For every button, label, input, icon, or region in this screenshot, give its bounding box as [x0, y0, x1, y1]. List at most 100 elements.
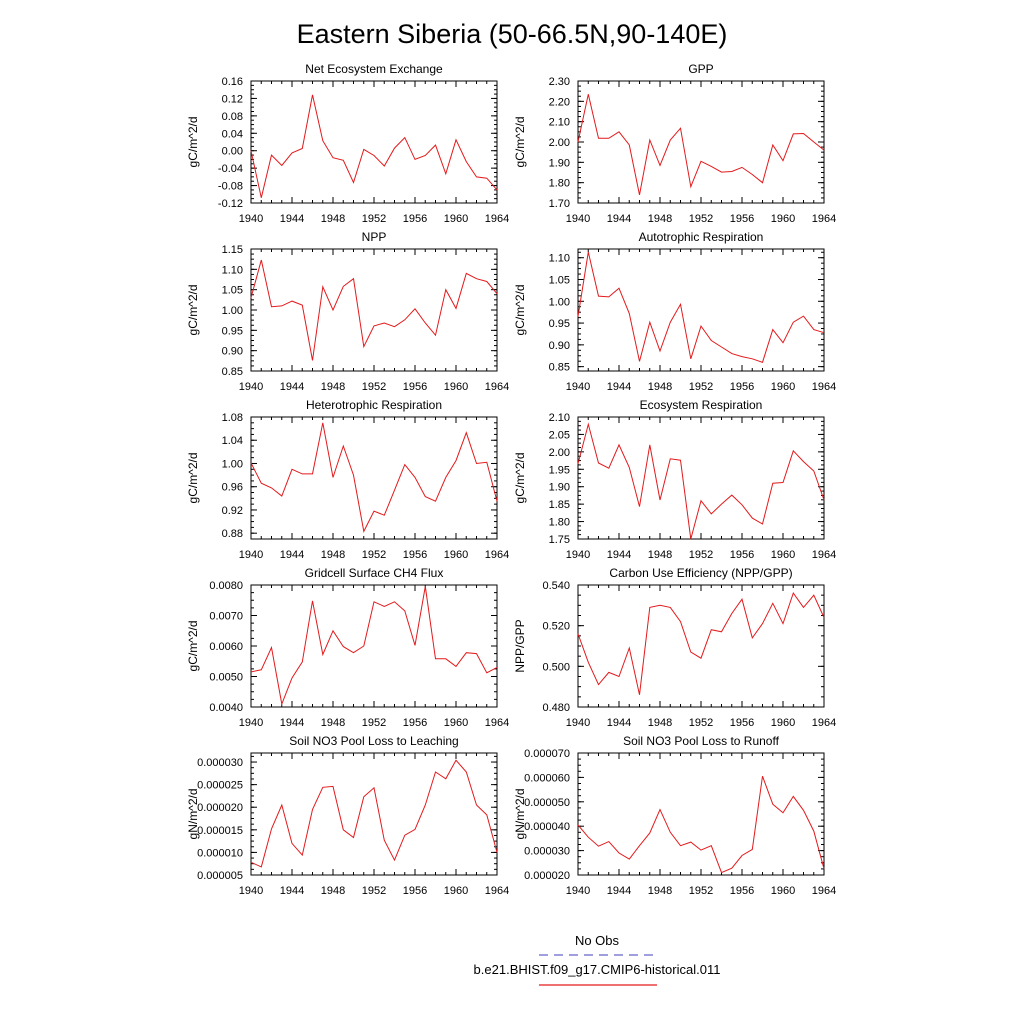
y-tick-label: 2.00: [549, 137, 570, 149]
y-tick-label: 1.95: [549, 464, 570, 476]
x-tick-label: 1940: [239, 885, 263, 897]
y-tick-label: 0.000015: [197, 825, 243, 837]
y-tick-label: 0.90: [549, 340, 570, 352]
y-tick-label: 0.000020: [197, 802, 243, 814]
y-tick-label: 0.000010: [197, 847, 243, 859]
x-tick-label: 1948: [321, 381, 345, 393]
x-tick-label: 1964: [485, 381, 509, 393]
x-tick-label: 1940: [566, 381, 590, 393]
series-line: [577, 592, 825, 695]
y-tick-label: 2.10: [549, 412, 570, 424]
y-tick-label: 0.000030: [524, 846, 570, 858]
y-tick-label: 0.95: [549, 318, 570, 330]
y-tick-label: 0.0050: [209, 672, 243, 684]
x-tick-label: 1956: [403, 213, 427, 225]
x-tick-label: 1960: [444, 213, 468, 225]
y-tick-label: 1.08: [222, 412, 243, 424]
x-tick-label: 1944: [607, 213, 631, 225]
x-tick-label: 1964: [812, 213, 836, 225]
x-tick-label: 1952: [362, 717, 386, 729]
chart-title: Ecosystem Respiration: [640, 398, 763, 412]
x-tick-label: 1956: [403, 381, 427, 393]
plot-frame: [250, 80, 498, 204]
chart-carbon-use-efficiency-npp-gpp: Carbon Use Efficiency (NPP/GPP) NPP/GPP 19…: [513, 566, 836, 729]
y-tick-label: 1.80: [549, 178, 570, 190]
y-tick-label: 0.000070: [524, 748, 570, 760]
y-tick-label: 0.0040: [209, 702, 243, 714]
y-tick-label: 0.0060: [209, 641, 243, 653]
y-tick-label: 2.30: [549, 76, 570, 88]
y-tick-label: 1.15: [222, 244, 243, 256]
x-tick-label: 1948: [321, 885, 345, 897]
y-axis-label: gC/m^2/d: [186, 621, 200, 672]
y-axis-label: gN/m^2/d: [186, 789, 200, 840]
x-tick-label: 1940: [239, 213, 263, 225]
x-tick-label: 1956: [730, 885, 754, 897]
chart-heterotrophic-respiration: Heterotrophic Respiration gC/m^2/d 1940 194…: [186, 398, 509, 561]
y-tick-label: 0.00: [222, 146, 243, 158]
chart-title: Soil NO3 Pool Loss to Runoff: [623, 734, 780, 748]
x-tick-label: 1956: [403, 549, 427, 561]
y-tick-label: 0.520: [542, 621, 570, 633]
plot-frame: [577, 584, 825, 708]
x-tick-label: 1964: [812, 885, 836, 897]
x-tick-label: 1940: [239, 549, 263, 561]
x-tick-label: 1944: [280, 717, 304, 729]
x-tick-label: 1952: [689, 213, 713, 225]
chart-title: GPP: [688, 62, 713, 76]
chart-ecosystem-respiration: Ecosystem Respiration gC/m^2/d 1940 1944 194…: [513, 398, 836, 561]
series-line: [250, 586, 498, 706]
x-tick-label: 1964: [812, 717, 836, 729]
series-line: [250, 759, 498, 868]
series-line: [577, 251, 825, 363]
x-tick-label: 1948: [648, 549, 672, 561]
y-tick-label: 2.00: [549, 447, 570, 459]
x-tick-label: 1952: [689, 885, 713, 897]
y-tick-label: 0.08: [222, 111, 243, 123]
y-tick-label: 2.10: [549, 117, 570, 129]
x-tick-label: 1940: [566, 549, 590, 561]
x-tick-label: 1940: [566, 213, 590, 225]
x-tick-label: 1960: [771, 213, 795, 225]
plot-frame: [250, 248, 498, 372]
chart-net-ecosystem-exchange: Net Ecosystem Exchange gC/m^2/d 1940 1944 19…: [186, 62, 509, 225]
x-tick-label: 1960: [444, 381, 468, 393]
x-tick-label: 1948: [648, 213, 672, 225]
y-tick-label: 1.10: [222, 264, 243, 276]
y-tick-label: 0.0080: [209, 580, 243, 592]
y-axis-label: gC/m^2/d: [513, 117, 527, 168]
x-tick-label: 1960: [771, 885, 795, 897]
y-tick-label: 0.95: [222, 325, 243, 337]
x-tick-label: 1960: [444, 549, 468, 561]
x-tick-label: 1940: [566, 717, 590, 729]
x-tick-label: 1940: [239, 381, 263, 393]
y-tick-label: 1.00: [549, 296, 570, 308]
y-tick-label: 0.90: [222, 346, 243, 358]
x-tick-label: 1952: [689, 549, 713, 561]
series-line: [250, 422, 498, 533]
chart-soil-no3-pool-loss-to-leaching: Soil NO3 Pool Loss to Leaching gN/m^2/d 19…: [186, 734, 509, 897]
series-line: [577, 422, 825, 540]
y-tick-label: 0.04: [222, 128, 243, 140]
chart-title: Autotrophic Respiration: [639, 230, 764, 244]
y-tick-label: 0.92: [222, 505, 243, 517]
x-tick-label: 1948: [321, 717, 345, 729]
y-tick-label: -0.08: [218, 181, 243, 193]
y-tick-label: 1.70: [549, 198, 570, 210]
y-tick-label: 0.16: [222, 76, 243, 88]
series-line: [250, 94, 498, 198]
chart-title: Soil NO3 Pool Loss to Leaching: [289, 734, 458, 748]
y-tick-label: 2.20: [549, 96, 570, 108]
x-tick-label: 1960: [444, 717, 468, 729]
y-axis-label: gC/m^2/d: [186, 117, 200, 168]
x-tick-label: 1940: [239, 717, 263, 729]
y-axis-label: gC/m^2/d: [186, 285, 200, 336]
y-tick-label: 1.04: [222, 435, 243, 447]
y-tick-label: 0.88: [222, 528, 243, 540]
chart-gridcell-surface-ch4-flux: Gridcell Surface CH4 Flux gC/m^2/d 1940 194…: [186, 566, 509, 729]
y-axis-label: NPP/GPP: [513, 619, 527, 672]
x-tick-label: 1960: [771, 717, 795, 729]
y-tick-label: 0.000005: [197, 870, 243, 882]
y-axis-label: gC/m^2/d: [513, 285, 527, 336]
y-tick-label: 0.0070: [209, 611, 243, 623]
